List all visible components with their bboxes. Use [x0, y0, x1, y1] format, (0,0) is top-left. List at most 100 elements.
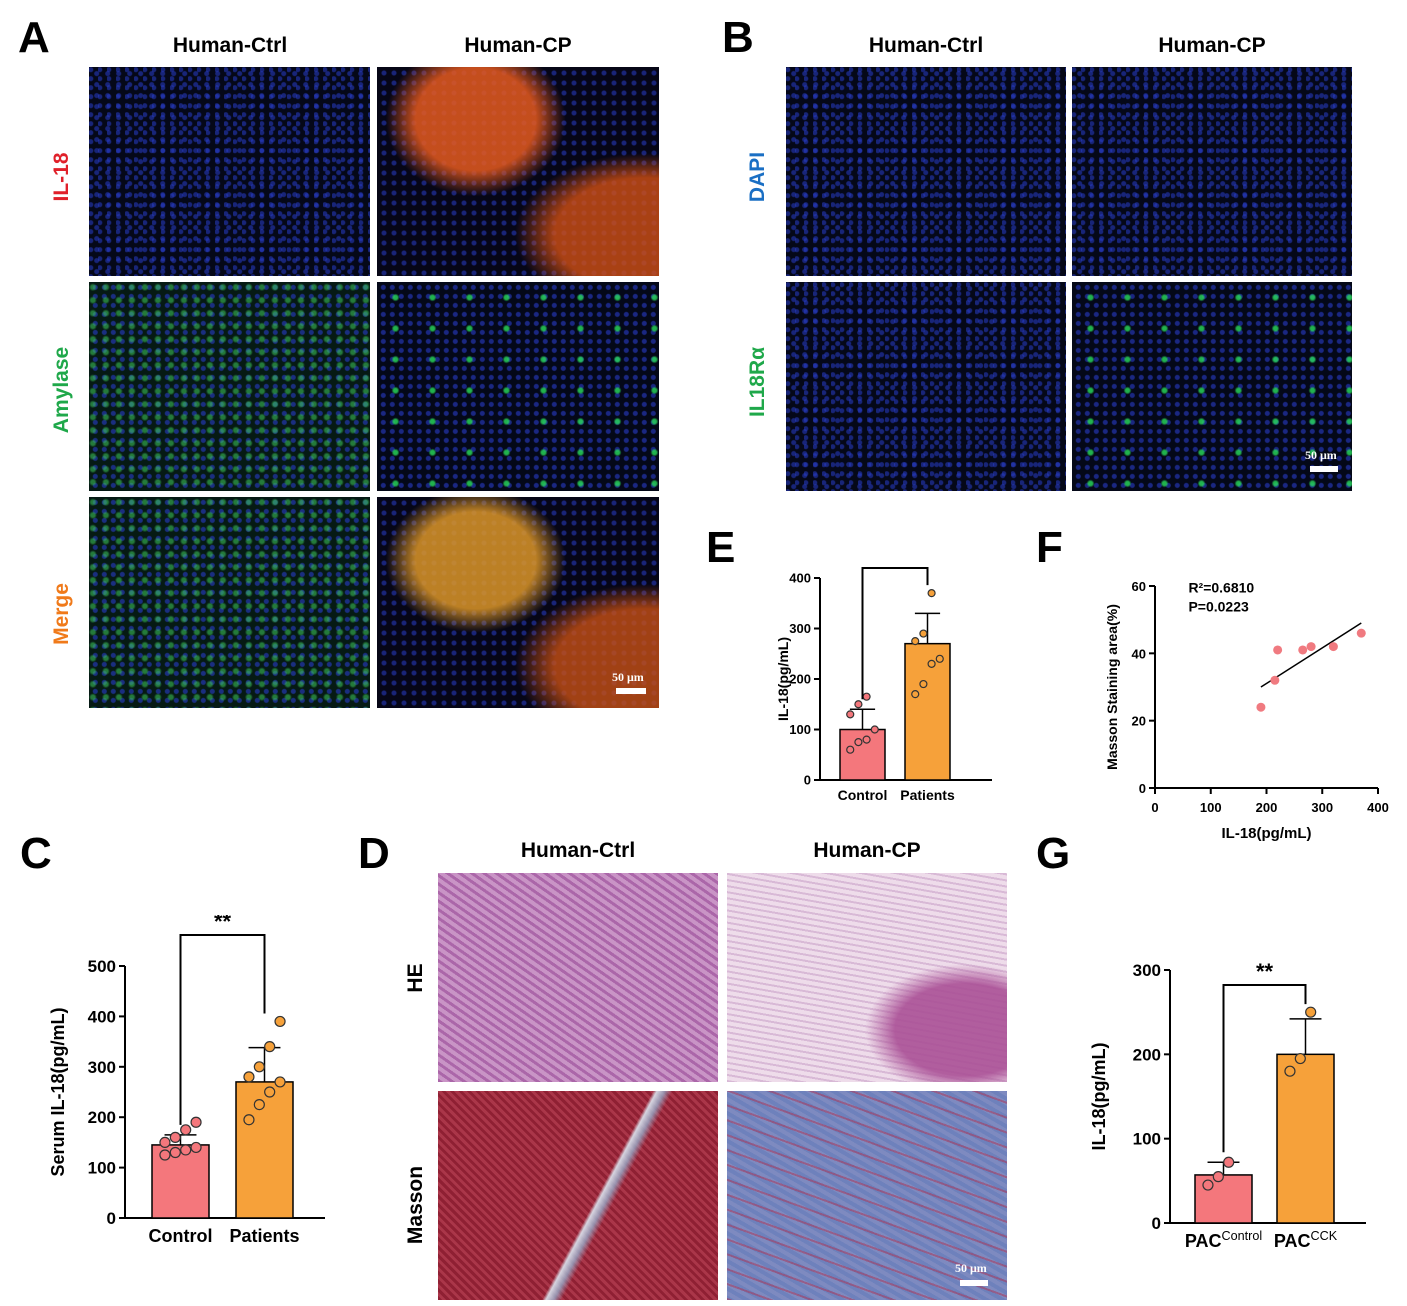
E-point-0-4 — [846, 710, 855, 719]
panel-a-il18-cp-image — [377, 67, 659, 276]
E-point-1-4 — [911, 637, 920, 646]
panel-d-scale-bar — [960, 1280, 988, 1286]
panel-a-col-ctrl: Human-Ctrl — [172, 34, 288, 57]
panel-d-row-he: HE — [404, 963, 427, 993]
panel-d-row-masson: Masson — [404, 1165, 427, 1245]
E-point-0-2 — [862, 735, 871, 744]
F-point-5 — [1328, 642, 1338, 652]
G-ytick-label-1: 100 — [1133, 1130, 1161, 1149]
F-point-4 — [1306, 642, 1316, 652]
panel-c-label: C — [20, 829, 52, 878]
E-xtick-label-1: Patients — [900, 787, 955, 803]
E-sig-label: **** — [881, 560, 909, 566]
C-ytick-label-4: 400 — [88, 1007, 116, 1026]
G-point-1-0 — [1284, 1065, 1296, 1077]
panel-a-amylase-cp-image — [377, 282, 659, 491]
panel-b-scale-bar — [1310, 466, 1338, 472]
panel-b-il18ra-ctrl-image — [786, 282, 1066, 491]
panel-a-merge-cp-image — [377, 497, 659, 708]
panel-a-row-il18: IL-18 — [50, 152, 73, 202]
F-point-2 — [1273, 645, 1283, 655]
panel-d-label: D — [358, 829, 390, 878]
F-xtick-label-3: 300 — [1311, 800, 1333, 815]
panel-b-il18ra-cp-image — [1072, 282, 1352, 491]
C-ylabel: Serum IL-18(pg/mL) — [48, 1007, 68, 1176]
E-point-0-6 — [862, 692, 871, 701]
C-point-1-5 — [253, 1061, 265, 1073]
C-point-0-2 — [180, 1144, 192, 1156]
E-point-1-0 — [911, 690, 920, 699]
C-point-0-3 — [190, 1141, 202, 1154]
F-xtick-label-0: 0 — [1151, 800, 1158, 815]
E-point-0-5 — [854, 700, 863, 709]
panel-b-row-dapi: DAPI — [746, 151, 769, 203]
panel-b-dapi-ctrl-image — [786, 67, 1066, 276]
panel-b-col-cp: Human-CP — [1158, 34, 1266, 57]
C-point-0-0 — [159, 1149, 171, 1161]
C-point-0-7 — [190, 1116, 202, 1128]
G-bar-1 — [1276, 1053, 1335, 1224]
E-point-1-3 — [935, 654, 944, 663]
E-bar-1 — [904, 642, 951, 781]
chart-g: 0 100 200 300 IL-18(pg/mL) PACControl PACCCK ** — [1089, 959, 1366, 1251]
F-point-0 — [1256, 702, 1266, 712]
panel-a-label: A — [18, 13, 50, 62]
G-point-0-0 — [1202, 1179, 1214, 1191]
C-point-1-1 — [253, 1099, 265, 1111]
F-annotation-1: P=0.0223 — [1188, 599, 1249, 615]
E-point-1-6 — [927, 589, 936, 598]
panel-a-col-cp: Human-CP — [464, 34, 572, 57]
panel-a-row-merge: Merge — [50, 583, 73, 645]
E-bar-0 — [839, 728, 886, 781]
E-point-1-1 — [919, 679, 928, 689]
E-ylabel: IL-18(pg/mL) — [775, 637, 791, 721]
panel-d-scale-label: 50 μm — [955, 1261, 987, 1275]
E-point-0-3 — [870, 725, 879, 734]
chart-f: 0 20 40 60 0 100 200 300 400 IL-18(pg/mL) Masson S… — [1104, 579, 1389, 842]
C-point-0-5 — [169, 1131, 181, 1143]
E-point-0-1 — [854, 738, 863, 747]
panel-d-col-ctrl: Human-Ctrl — [520, 839, 636, 862]
panel-d-masson-cp-image — [727, 1091, 1007, 1300]
E-ytick-label-1: 100 — [789, 722, 811, 737]
G-ytick-label-3: 300 — [1133, 961, 1161, 980]
C-point-1-2 — [264, 1086, 276, 1098]
F-ylabel: Masson Staining area(%) — [1104, 604, 1120, 770]
panel-e-label: E — [706, 523, 736, 572]
C-xtick-label-1: Patients — [229, 1226, 299, 1246]
F-point-6 — [1356, 628, 1366, 638]
panel-a-row-amylase: Amylase — [50, 346, 73, 434]
G-xtick-label-0: PACControl — [1185, 1229, 1262, 1251]
panel-b-label: B — [722, 13, 754, 62]
F-annotation-0: R²=0.6810 — [1188, 580, 1254, 596]
F-ytick-label-3: 60 — [1132, 579, 1146, 594]
F-ytick-label-1: 20 — [1132, 714, 1146, 729]
G-sig-bracket — [1222, 984, 1307, 1153]
G-ytick-label-0: 0 — [1152, 1214, 1161, 1233]
G-point-1-1 — [1294, 1052, 1306, 1065]
panel-f-label: F — [1036, 523, 1063, 572]
E-sig-bracket — [861, 567, 929, 700]
G-xtick-sup-0: Control — [1222, 1229, 1263, 1243]
panel-b-dapi-cp-image — [1072, 67, 1352, 276]
panel-d-he-ctrl-image — [438, 873, 718, 1082]
chart-e: 0 100 200 300 400 IL-18(pg/mL) Control Patients… — [775, 560, 992, 803]
F-xlabel: IL-18(pg/mL) — [1222, 825, 1312, 842]
chart-c: 0 100 200 300 400 500 Serum IL-18(pg/mL) Contro… — [48, 915, 325, 1246]
C-sig-label: ** — [214, 915, 232, 934]
panel-b-row-il18ra: IL18Rα — [746, 346, 769, 418]
panel-d-masson-ctrl-image — [438, 1091, 718, 1300]
C-point-0-1 — [169, 1146, 181, 1159]
C-point-1-7 — [274, 1015, 286, 1028]
C-bar-1 — [235, 1081, 294, 1219]
C-ytick-label-0: 0 — [107, 1209, 116, 1228]
panel-b-scale-label: 50 μm — [1305, 448, 1337, 462]
G-point-1-2 — [1305, 1006, 1317, 1018]
E-ytick-label-0: 0 — [804, 773, 811, 788]
F-ytick-label-2: 40 — [1132, 646, 1146, 661]
C-ytick-label-5: 500 — [88, 957, 116, 976]
F-point-3 — [1298, 645, 1308, 655]
C-ytick-label-2: 200 — [88, 1108, 116, 1127]
panel-b-col-ctrl: Human-Ctrl — [868, 34, 984, 57]
E-point-0-0 — [846, 745, 855, 754]
